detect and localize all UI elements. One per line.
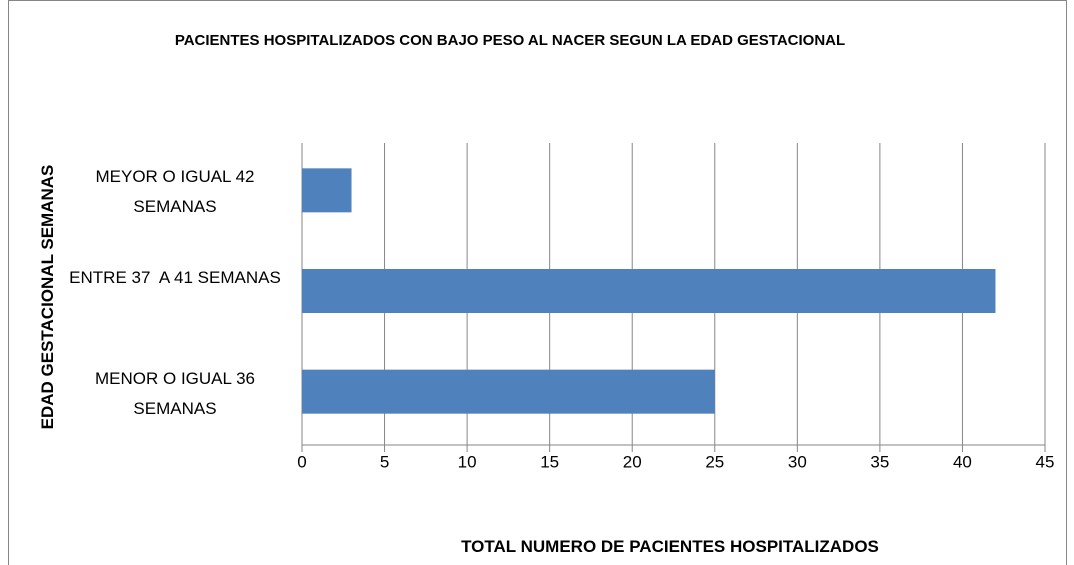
x-tick-label: 45: [1036, 452, 1055, 471]
x-tick-label: 20: [623, 452, 642, 471]
y-tick-label: MENOR O IGUAL 36 SEMANAS: [95, 368, 260, 418]
x-tick-label: 0: [297, 452, 306, 471]
x-axis-label: TOTAL NUMERO DE PACIENTES HOSPITALIZADOS: [461, 537, 879, 556]
x-tick-label: 5: [380, 452, 389, 471]
y-tick-label: MEYOR O IGUAL 42 SEMANAS: [95, 167, 260, 217]
chart-frame: [8, 0, 1067, 565]
x-tick-label: 15: [540, 452, 559, 471]
x-tick-label: 30: [788, 452, 807, 471]
chart-title: PACIENTES HOSPITALIZADOS CON BAJO PESO A…: [174, 32, 846, 49]
bar: [302, 269, 996, 313]
y-tick-label: ENTRE 37 A 41 SEMANAS: [69, 268, 281, 287]
x-tick-label: 35: [870, 452, 889, 471]
x-tick-label: 40: [953, 452, 972, 471]
bar: [302, 369, 715, 414]
y-axis-label: EDAD GESTACIONAL SEMANAS: [38, 164, 57, 430]
bar: [302, 168, 352, 213]
x-tick-label: 25: [705, 452, 724, 471]
x-tick-label: 10: [458, 452, 477, 471]
